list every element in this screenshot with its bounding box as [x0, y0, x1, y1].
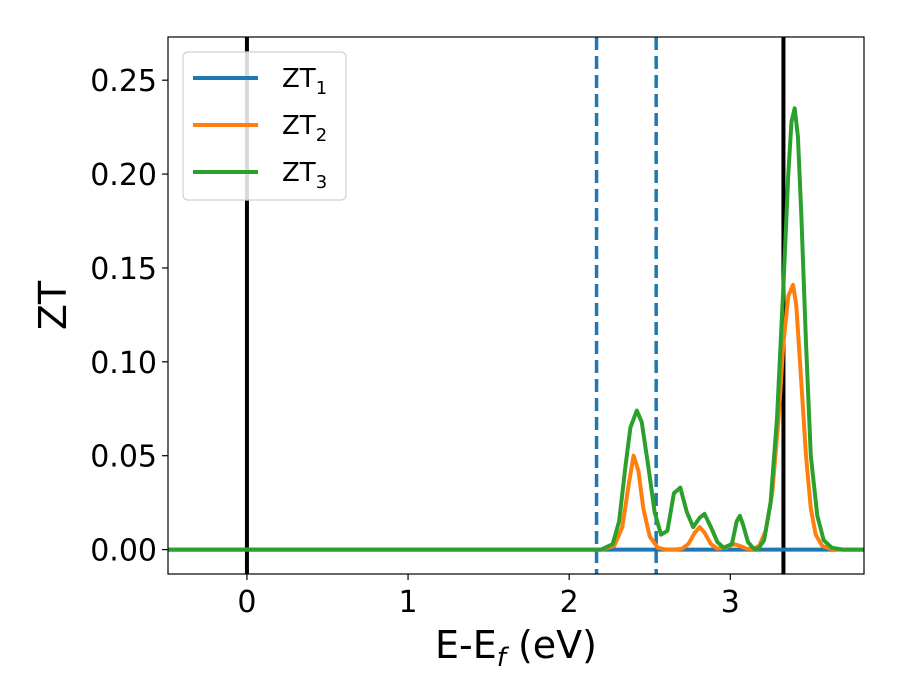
x-tick-label: 3: [721, 585, 740, 620]
x-tick-label: 1: [399, 585, 418, 620]
y-tick-label: 0.25: [90, 64, 157, 99]
y-tick-label: 0.20: [90, 158, 157, 193]
series-line-zt2: [168, 282, 864, 552]
y-tick-label: 0.10: [90, 346, 157, 381]
plot-content: [168, 37, 864, 574]
y-tick-label: 0.05: [90, 440, 157, 475]
legend: ZT1 ZT2 ZT3: [182, 51, 347, 201]
legend-label: ZT1: [282, 64, 327, 99]
y-tick-label: 0.00: [90, 534, 157, 569]
legend-item-zt3: ZT3: [193, 158, 327, 193]
legend-label: ZT3: [282, 158, 327, 193]
y-axis-label: ZT: [31, 280, 75, 330]
x-axis-label: E-Ef (eV): [435, 623, 597, 673]
x-tick-label: 2: [560, 585, 579, 620]
plot-area: [167, 36, 865, 575]
legend-item-zt1: ZT1: [193, 64, 327, 99]
legend-item-zt2: ZT2: [193, 111, 327, 146]
series-line-zt3: [168, 106, 864, 552]
legend-label: ZT2: [282, 111, 327, 146]
axis-ticks: 0 1 2 3 0.00 0.05 0.10 0.15 0.20 0.25: [90, 64, 740, 620]
plot-frame: [167, 36, 865, 575]
x-tick-label: 0: [237, 585, 256, 620]
legend-box: [182, 51, 347, 201]
y-tick-label: 0.15: [90, 252, 157, 287]
